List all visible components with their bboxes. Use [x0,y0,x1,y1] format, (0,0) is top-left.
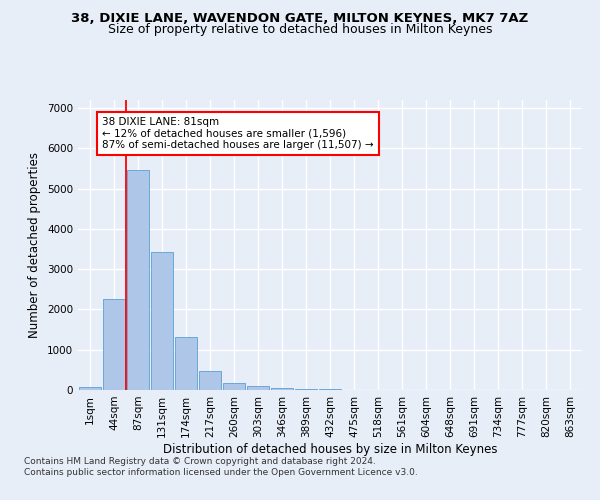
Bar [79,387,101,390]
X-axis label: Distribution of detached houses by size in Milton Keynes: Distribution of detached houses by size … [163,442,497,456]
Bar [151,252,173,390]
Bar [223,384,245,390]
Text: 38 DIXIE LANE: 81sqm
← 12% of detached houses are smaller (1,596)
87% of semi-de: 38 DIXIE LANE: 81sqm ← 12% of detached h… [102,117,374,150]
Y-axis label: Number of detached properties: Number of detached properties [28,152,41,338]
Text: Size of property relative to detached houses in Milton Keynes: Size of property relative to detached ho… [108,22,492,36]
Bar [271,388,293,390]
Bar [127,170,149,390]
Bar [295,388,317,390]
Bar [175,337,197,390]
Text: 38, DIXIE LANE, WAVENDON GATE, MILTON KEYNES, MK7 7AZ: 38, DIXIE LANE, WAVENDON GATE, MILTON KE… [71,12,529,26]
Bar [103,298,125,390]
Bar [247,386,269,390]
Text: Contains HM Land Registry data © Crown copyright and database right 2024.
Contai: Contains HM Land Registry data © Crown c… [24,458,418,477]
Bar [199,371,221,390]
